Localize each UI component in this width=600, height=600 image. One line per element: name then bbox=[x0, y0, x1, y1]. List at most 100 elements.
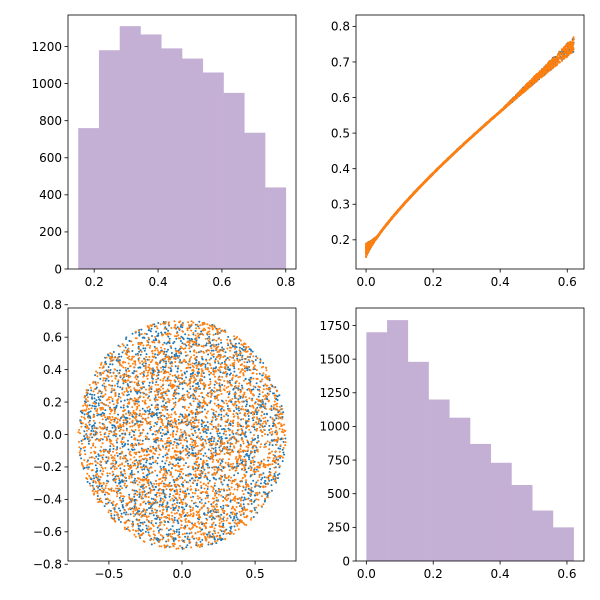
scatter-point bbox=[136, 439, 139, 442]
scatter-point bbox=[529, 84, 532, 87]
scatter-point bbox=[212, 425, 215, 428]
scatter-point bbox=[516, 95, 519, 98]
scatter-point bbox=[520, 90, 523, 93]
scatter-point bbox=[167, 463, 170, 466]
y-tick-label: 0.6 bbox=[331, 91, 350, 105]
scatter-point bbox=[99, 469, 102, 472]
scatter-point bbox=[441, 163, 444, 166]
scatter-point bbox=[258, 372, 261, 375]
scatter-point bbox=[565, 52, 568, 55]
scatter-point bbox=[111, 363, 114, 366]
scatter-point bbox=[425, 179, 428, 182]
scatter-point bbox=[101, 456, 104, 459]
scatter-point bbox=[477, 130, 480, 133]
scatter-point bbox=[371, 240, 374, 243]
scatter-point bbox=[262, 491, 265, 494]
scatter-point bbox=[245, 403, 248, 406]
scatter-point bbox=[82, 467, 85, 470]
scatter-point bbox=[404, 201, 406, 204]
scatter-point bbox=[268, 429, 271, 431]
scatter-point bbox=[266, 433, 269, 436]
scatter-point bbox=[192, 495, 195, 498]
scatter-point bbox=[524, 88, 527, 91]
scatter-point bbox=[80, 411, 83, 414]
scatter-point bbox=[238, 346, 241, 349]
scatter-point bbox=[261, 476, 264, 479]
scatter-point bbox=[209, 432, 212, 435]
scatter-point bbox=[456, 149, 459, 152]
y-tick-label: 600 bbox=[39, 151, 62, 165]
scatter-point bbox=[194, 467, 197, 470]
scatter-point bbox=[185, 370, 188, 373]
scatter-point bbox=[417, 188, 420, 190]
scatter-point bbox=[165, 362, 167, 365]
scatter-point bbox=[186, 337, 189, 340]
scatter-point bbox=[97, 402, 100, 405]
y-tick-label: 200 bbox=[39, 225, 62, 239]
scatter-point bbox=[437, 168, 439, 170]
scatter-point bbox=[165, 360, 167, 363]
scatter-point bbox=[443, 161, 446, 164]
scatter-point bbox=[144, 513, 147, 516]
scatter-point bbox=[189, 479, 191, 482]
scatter-point bbox=[549, 60, 552, 63]
scatter-point bbox=[523, 85, 526, 88]
scatter-point bbox=[222, 533, 225, 535]
scatter-point bbox=[121, 351, 124, 354]
y-tick-label: 1000 bbox=[31, 77, 62, 91]
scatter-point bbox=[117, 518, 120, 521]
scatter-point bbox=[270, 439, 273, 442]
scatter-point bbox=[514, 98, 517, 101]
scatter-point bbox=[168, 337, 171, 340]
y-tick-label: 0.3 bbox=[331, 198, 350, 212]
scatter-point bbox=[273, 392, 275, 395]
x-tick-label: 0.6 bbox=[558, 275, 577, 289]
scatter-point bbox=[240, 384, 243, 387]
scatter-point bbox=[193, 429, 196, 432]
scatter-point bbox=[393, 213, 396, 216]
scatter-point bbox=[378, 232, 381, 235]
scatter-point bbox=[567, 54, 570, 57]
scatter-point bbox=[269, 416, 272, 419]
scatter-point bbox=[238, 342, 241, 345]
scatter-point bbox=[167, 469, 170, 472]
scatter-point bbox=[215, 478, 217, 481]
scatter-point bbox=[99, 377, 102, 380]
scatter-point bbox=[518, 91, 521, 94]
scatter-point bbox=[243, 496, 246, 499]
scatter-point bbox=[204, 363, 207, 366]
scatter-point bbox=[572, 36, 575, 39]
scatter-point bbox=[252, 479, 255, 482]
scatter-point bbox=[91, 484, 94, 487]
scatter-point bbox=[268, 443, 271, 446]
scatter-point bbox=[471, 135, 474, 138]
scatter-point bbox=[365, 245, 368, 248]
scatter-point bbox=[445, 159, 448, 161]
scatter-point bbox=[124, 454, 127, 457]
scatter-point bbox=[125, 527, 128, 530]
scatter-point bbox=[531, 77, 534, 80]
scatter-point bbox=[139, 391, 142, 394]
scatter-point bbox=[252, 516, 255, 518]
scatter-point bbox=[221, 346, 224, 349]
scatter-point bbox=[148, 384, 151, 387]
scatter-point bbox=[97, 396, 100, 399]
scatter-point bbox=[203, 468, 206, 471]
scatter-point bbox=[497, 113, 499, 116]
scatter-point bbox=[109, 363, 112, 366]
histogram-bar bbox=[161, 48, 183, 270]
scatter-point bbox=[143, 521, 146, 524]
scatter-point bbox=[279, 456, 282, 459]
scatter-point bbox=[531, 82, 534, 84]
scatter-point bbox=[563, 47, 566, 50]
scatter-point bbox=[145, 450, 148, 453]
scatter-point bbox=[452, 152, 455, 154]
scatter-point bbox=[240, 418, 243, 421]
scatter-point bbox=[170, 346, 173, 349]
scatter-point bbox=[217, 435, 220, 437]
scatter-point bbox=[232, 387, 235, 390]
scatter-point bbox=[282, 411, 285, 414]
scatter-point bbox=[429, 174, 432, 177]
